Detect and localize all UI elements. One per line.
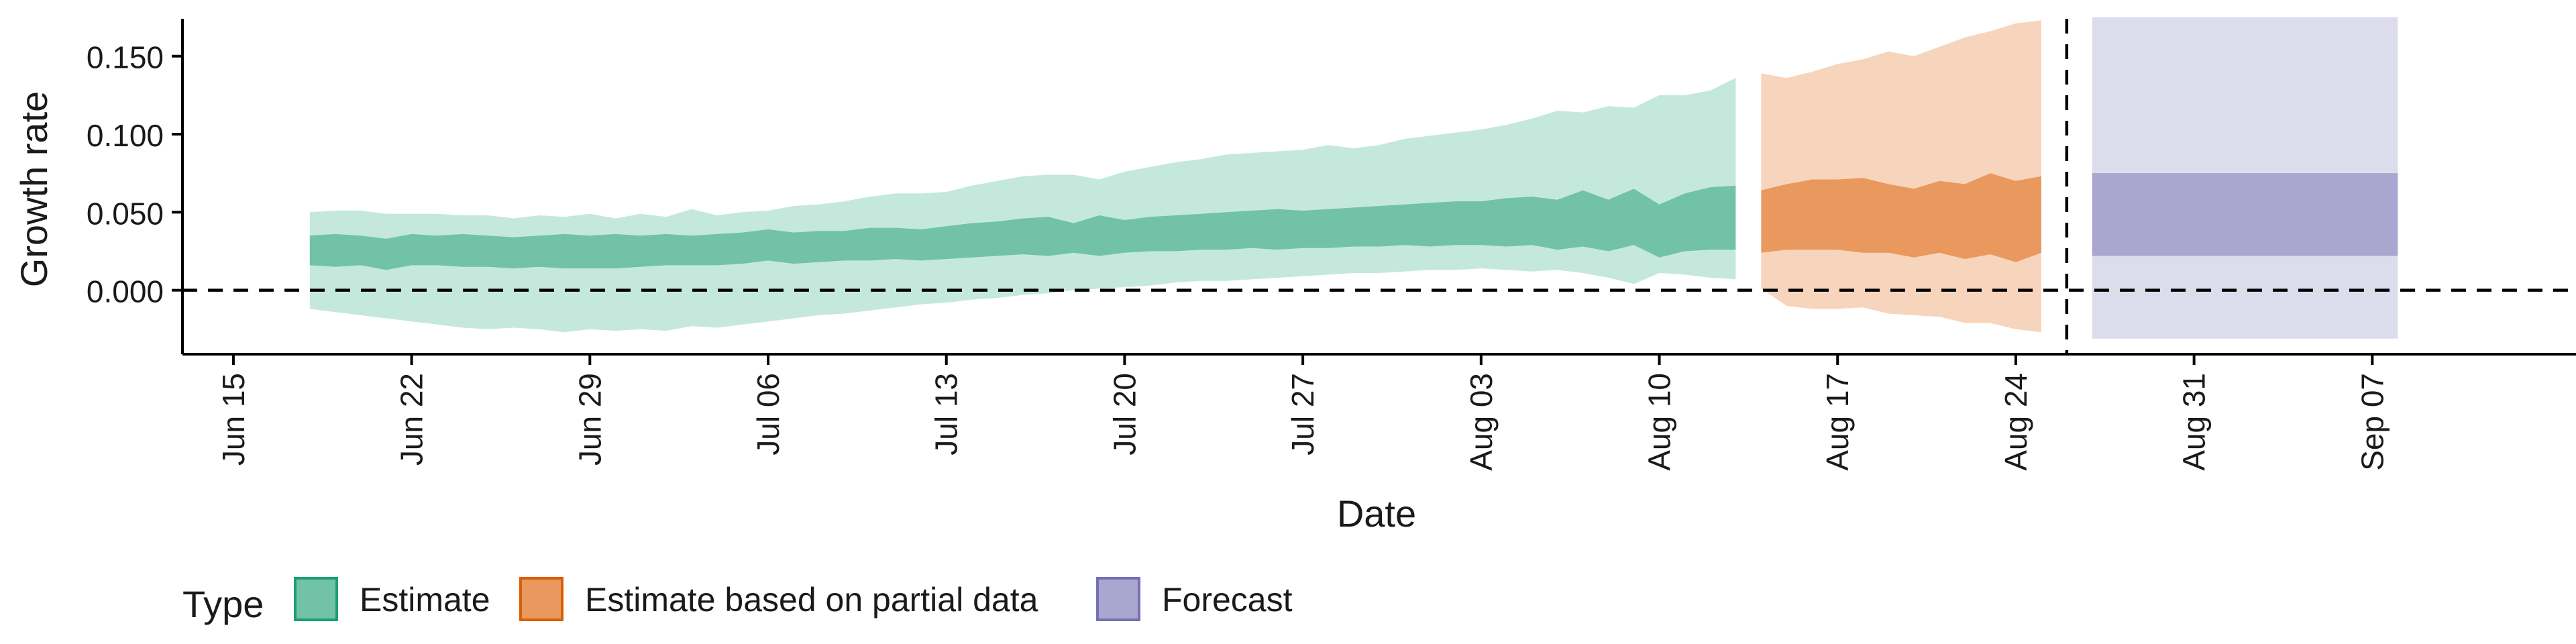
estimate-band-90 bbox=[309, 78, 1736, 333]
estimate-based-on-partial-data-band-50 bbox=[1761, 173, 2041, 262]
x-tick-label: Jul 13 bbox=[929, 373, 964, 455]
x-axis-label: Date bbox=[1337, 492, 1416, 535]
x-tick-label: Aug 10 bbox=[1642, 373, 1677, 471]
legend-label-forecast: Forecast bbox=[1162, 581, 1293, 619]
legend: Type Estimate Estimate based on partial d… bbox=[182, 577, 1293, 625]
x-tick-label: Jul 06 bbox=[751, 373, 786, 455]
estimate-band-50 bbox=[309, 185, 1736, 270]
legend-key-forecast bbox=[1096, 577, 1140, 621]
legend-title: Type bbox=[182, 583, 264, 625]
y-tick-label: 0.100 bbox=[87, 118, 164, 153]
forecast-band-50 bbox=[2092, 173, 2398, 256]
y-tick-label: 0.000 bbox=[87, 274, 164, 309]
legend-label-estimate: Estimate bbox=[360, 581, 490, 619]
reference-lines bbox=[182, 19, 2576, 354]
axes: 0.000 0.050 0.100 0.150 Jun 15 Jun 22 Jun 29 Ju… bbox=[87, 19, 2576, 471]
x-tick-label: Aug 31 bbox=[2177, 373, 2212, 471]
y-tick-label: 0.150 bbox=[87, 40, 164, 75]
x-tick-label: Jun 22 bbox=[394, 373, 429, 466]
x-tick-label: Jun 15 bbox=[216, 373, 251, 466]
y-tick-label: 0.050 bbox=[87, 196, 164, 231]
legend-key-estimate bbox=[294, 577, 338, 621]
x-tick-label: Sep 07 bbox=[2355, 373, 2390, 471]
legend-label-estimate-based-on-partial-data: Estimate based on partial data bbox=[585, 581, 1038, 619]
x-tick-label: Aug 17 bbox=[1820, 373, 1855, 471]
x-tick-label: Aug 24 bbox=[1998, 373, 2033, 471]
y-axis-label: Growth rate bbox=[13, 91, 55, 288]
x-tick-label: Jul 27 bbox=[1285, 373, 1320, 455]
series-layer bbox=[309, 17, 2398, 339]
x-tick-label: Jul 20 bbox=[1107, 373, 1142, 455]
legend-key-estimate-based-on-partial-data bbox=[519, 577, 564, 621]
x-tick-label: Aug 03 bbox=[1464, 373, 1499, 471]
x-tick-label: Jun 29 bbox=[572, 373, 607, 466]
